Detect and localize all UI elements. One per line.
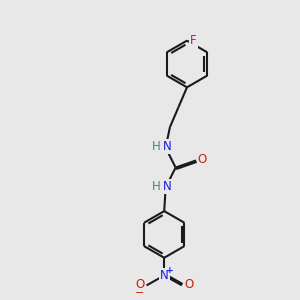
Text: O: O — [198, 153, 207, 166]
Text: O: O — [184, 278, 193, 291]
Text: −: − — [135, 288, 144, 298]
Text: H: H — [152, 140, 161, 153]
Text: +: + — [166, 266, 173, 274]
Text: F: F — [190, 34, 196, 46]
Text: N: N — [160, 269, 169, 282]
Text: N: N — [163, 180, 172, 193]
Text: H: H — [152, 180, 161, 193]
Text: N: N — [163, 140, 172, 153]
Text: O: O — [135, 278, 144, 291]
